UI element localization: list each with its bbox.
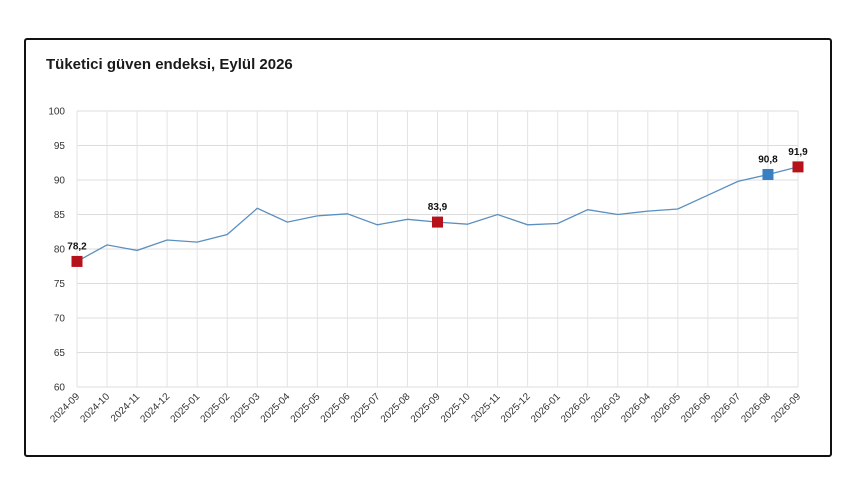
- x-tick-label: 2025-06: [319, 391, 353, 425]
- x-tick-label: 2026-02: [559, 391, 593, 425]
- x-tick-label: 2025-12: [499, 391, 533, 425]
- data-point-marker: [71, 255, 83, 267]
- y-tick-label: 75: [54, 279, 66, 290]
- x-tick-label: 2025-05: [289, 391, 323, 425]
- x-tick-label: 2025-11: [469, 391, 503, 425]
- data-label: 78,2: [67, 241, 87, 252]
- y-tick-label: 100: [48, 107, 65, 118]
- chart-frame: Tüketici güven endeksi, Eylül 2026 60 65 7…: [24, 38, 832, 457]
- x-tick-label: 2024-12: [139, 391, 173, 425]
- chart-title: Tüketici güven endeksi, Eylül 2026: [46, 56, 293, 73]
- y-tick-label: 80: [54, 245, 66, 256]
- x-tick-label: 2026-07: [709, 391, 743, 425]
- x-tick-label: 2024-10: [78, 391, 112, 425]
- data-point-marker: [792, 161, 804, 173]
- y-tick-label: 90: [54, 176, 66, 187]
- x-tick-label: 2026-03: [589, 391, 623, 425]
- x-tick-label: 2025-02: [199, 391, 233, 425]
- x-tick-label: 2026-05: [649, 391, 683, 425]
- x-tick-label: 2025-03: [229, 391, 263, 425]
- x-tick-label: 2025-10: [439, 391, 473, 425]
- y-tick-label: 95: [54, 141, 66, 152]
- y-tick-label: 85: [54, 210, 66, 221]
- line-chart: 60 65 70 75 80 85 90 95 100 2024-092024-102024-11…: [48, 107, 808, 426]
- x-tick-label: 2024-11: [109, 391, 143, 425]
- y-tick-label: 70: [54, 314, 66, 325]
- x-tick-label: 2026-06: [679, 391, 713, 425]
- data-point-marker: [432, 216, 443, 228]
- data-label: 91,9: [788, 147, 808, 158]
- x-tick-label: 2026-09: [769, 391, 803, 425]
- x-tick-label: 2025-09: [409, 391, 443, 425]
- x-tick-label: 2026-08: [739, 391, 773, 425]
- x-tick-label: 2025-08: [379, 391, 413, 425]
- data-label: 83,9: [428, 202, 448, 213]
- y-tick-label: 65: [54, 348, 66, 359]
- x-tick-label: 2026-01: [529, 391, 563, 425]
- x-tick-label: 2026-04: [619, 391, 653, 425]
- y-tick-label: 60: [54, 383, 66, 394]
- x-tick-label: 2025-04: [259, 391, 293, 425]
- data-point-marker: [762, 168, 774, 180]
- x-tick-label: 2024-09: [48, 391, 82, 425]
- x-tick-label: 2025-01: [169, 391, 203, 425]
- x-tick-label: 2025-07: [349, 391, 383, 425]
- data-label: 90,8: [758, 154, 778, 165]
